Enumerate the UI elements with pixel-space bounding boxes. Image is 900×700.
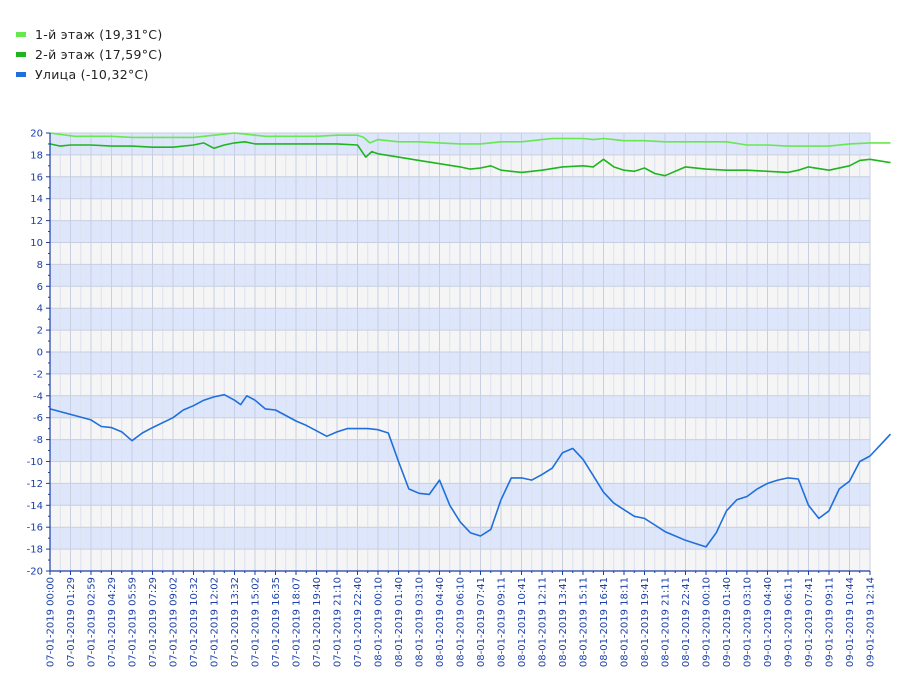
x-tick-label: 08-01-2019 07:41: [476, 577, 487, 667]
x-tick-label: 07-01-2019 04:29: [107, 577, 118, 667]
x-tick-label: 07-01-2019 21:10: [333, 577, 344, 667]
x-tick-label: 07-01-2019 07:29: [148, 577, 159, 667]
series-line-floor1: [49, 132, 891, 147]
legend-label-floor1: 1-й этаж (19,31°C): [35, 26, 163, 42]
x-tick-label: 07-01-2019 12:02: [210, 577, 221, 667]
x-tick-label: 07-01-2019 05:59: [128, 577, 139, 667]
y-tick-label: -14: [27, 501, 43, 512]
x-tick-label: 07-01-2019 01:29: [66, 577, 77, 667]
x-tick-label: 09-01-2019 04:40: [763, 577, 774, 667]
series-lines: [49, 132, 892, 548]
x-tick-label: 08-01-2019 01:40: [394, 577, 405, 667]
y-tick-label: -8: [33, 435, 43, 446]
y-tick-label: -6: [33, 413, 43, 424]
x-tick-label: 08-01-2019 10:41: [517, 577, 528, 667]
legend-swatch-street: [16, 71, 26, 77]
x-tick-label: 08-01-2019 19:41: [640, 577, 651, 667]
x-tick-label: 09-01-2019 12:14: [866, 577, 877, 667]
series-line-floor2: [49, 141, 891, 177]
x-tick-label: 08-01-2019 03:10: [415, 577, 426, 667]
y-tick-label: 12: [30, 216, 43, 227]
y-tick-label: 2: [37, 326, 43, 337]
horizontal-grid-lines: [50, 132, 870, 572]
x-tick-label: 08-01-2019 18:11: [620, 577, 631, 667]
legend-item-floor2[interactable]: 2-й этаж (17,59°C): [16, 44, 163, 64]
legend-swatch-floor2: [16, 51, 26, 57]
legend: 1-й этаж (19,31°C) 2-й этаж (17,59°C) Ул…: [16, 24, 163, 84]
y-tick-label: -18: [27, 545, 43, 556]
y-tick-label: 8: [37, 260, 43, 271]
x-tick-label: 09-01-2019 07:41: [804, 577, 815, 667]
y-tick-label: 14: [30, 194, 43, 205]
x-tick-label: 09-01-2019 10:44: [845, 577, 856, 667]
x-tick-label: 07-01-2019 02:59: [87, 577, 98, 667]
y-tick-label: 16: [30, 172, 43, 183]
y-tick-label: -2: [33, 369, 43, 380]
y-tick-label: 18: [30, 150, 43, 161]
y-tick-label: 20: [30, 129, 43, 140]
y-tick-label: -10: [27, 457, 43, 468]
axes: [46, 132, 871, 575]
x-tick-label: 09-01-2019 01:40: [722, 577, 733, 667]
x-tick-label: 08-01-2019 15:11: [579, 577, 590, 667]
y-tick-label: -12: [27, 479, 43, 490]
y-tick-label: -4: [33, 391, 43, 402]
legend-swatch-floor1: [16, 31, 26, 37]
x-tick-label: 08-01-2019 06:10: [456, 577, 467, 667]
y-tick-label: 6: [37, 282, 43, 293]
x-tick-label: 07-01-2019 16:35: [271, 577, 282, 667]
legend-item-floor1[interactable]: 1-й этаж (19,31°C): [16, 24, 163, 44]
y-tick-label: 10: [30, 238, 43, 249]
x-tick-label: 09-01-2019 03:10: [743, 577, 754, 667]
x-tick-label: 08-01-2019 16:41: [599, 577, 610, 667]
y-tick-label: 0: [37, 348, 43, 359]
x-tick-label: 08-01-2019 12:11: [538, 577, 549, 667]
x-tick-label: 07-01-2019 19:40: [312, 577, 323, 667]
x-tick-label: 09-01-2019 06:11: [784, 577, 795, 667]
legend-item-street[interactable]: Улица (-10,32°C): [16, 64, 163, 84]
x-tick-label: 07-01-2019 22:40: [353, 577, 364, 667]
x-tick-label: 07-01-2019 09:02: [169, 577, 180, 667]
x-tick-label: 07-01-2019 15:02: [251, 577, 262, 667]
x-tick-label: 08-01-2019 21:11: [661, 577, 672, 667]
x-tick-label: 08-01-2019 09:11: [497, 577, 508, 667]
y-tick-label: -20: [27, 567, 43, 578]
legend-label-street: Улица (-10,32°C): [35, 66, 149, 82]
y-tick-labels: 20181614121086420-2-4-6-8-10-12-14-16-18…: [27, 129, 43, 578]
x-tick-label: 07-01-2019 10:32: [189, 577, 200, 667]
x-tick-label: 07-01-2019 00:00: [46, 577, 57, 667]
legend-label-floor2: 2-й этаж (17,59°C): [35, 46, 163, 62]
x-tick-label: 08-01-2019 13:41: [558, 577, 569, 667]
x-tick-labels: 07-01-2019 00:00 07-01-2019 01:29 07-01-20…: [46, 577, 877, 667]
x-tick-label: 09-01-2019 00:10: [702, 577, 713, 667]
y-tick-label: -16: [27, 523, 43, 534]
x-tick-label: 08-01-2019 00:10: [374, 577, 385, 667]
x-tick-label: 08-01-2019 04:40: [435, 577, 446, 667]
series-line-street: [49, 393, 892, 548]
y-tick-label: 4: [37, 304, 43, 315]
x-tick-label: 08-01-2019 22:41: [681, 577, 692, 667]
x-tick-label: 07-01-2019 18:07: [292, 577, 303, 667]
x-tick-label: 07-01-2019 13:32: [230, 577, 241, 667]
x-tick-label: 09-01-2019 09:11: [825, 577, 836, 667]
